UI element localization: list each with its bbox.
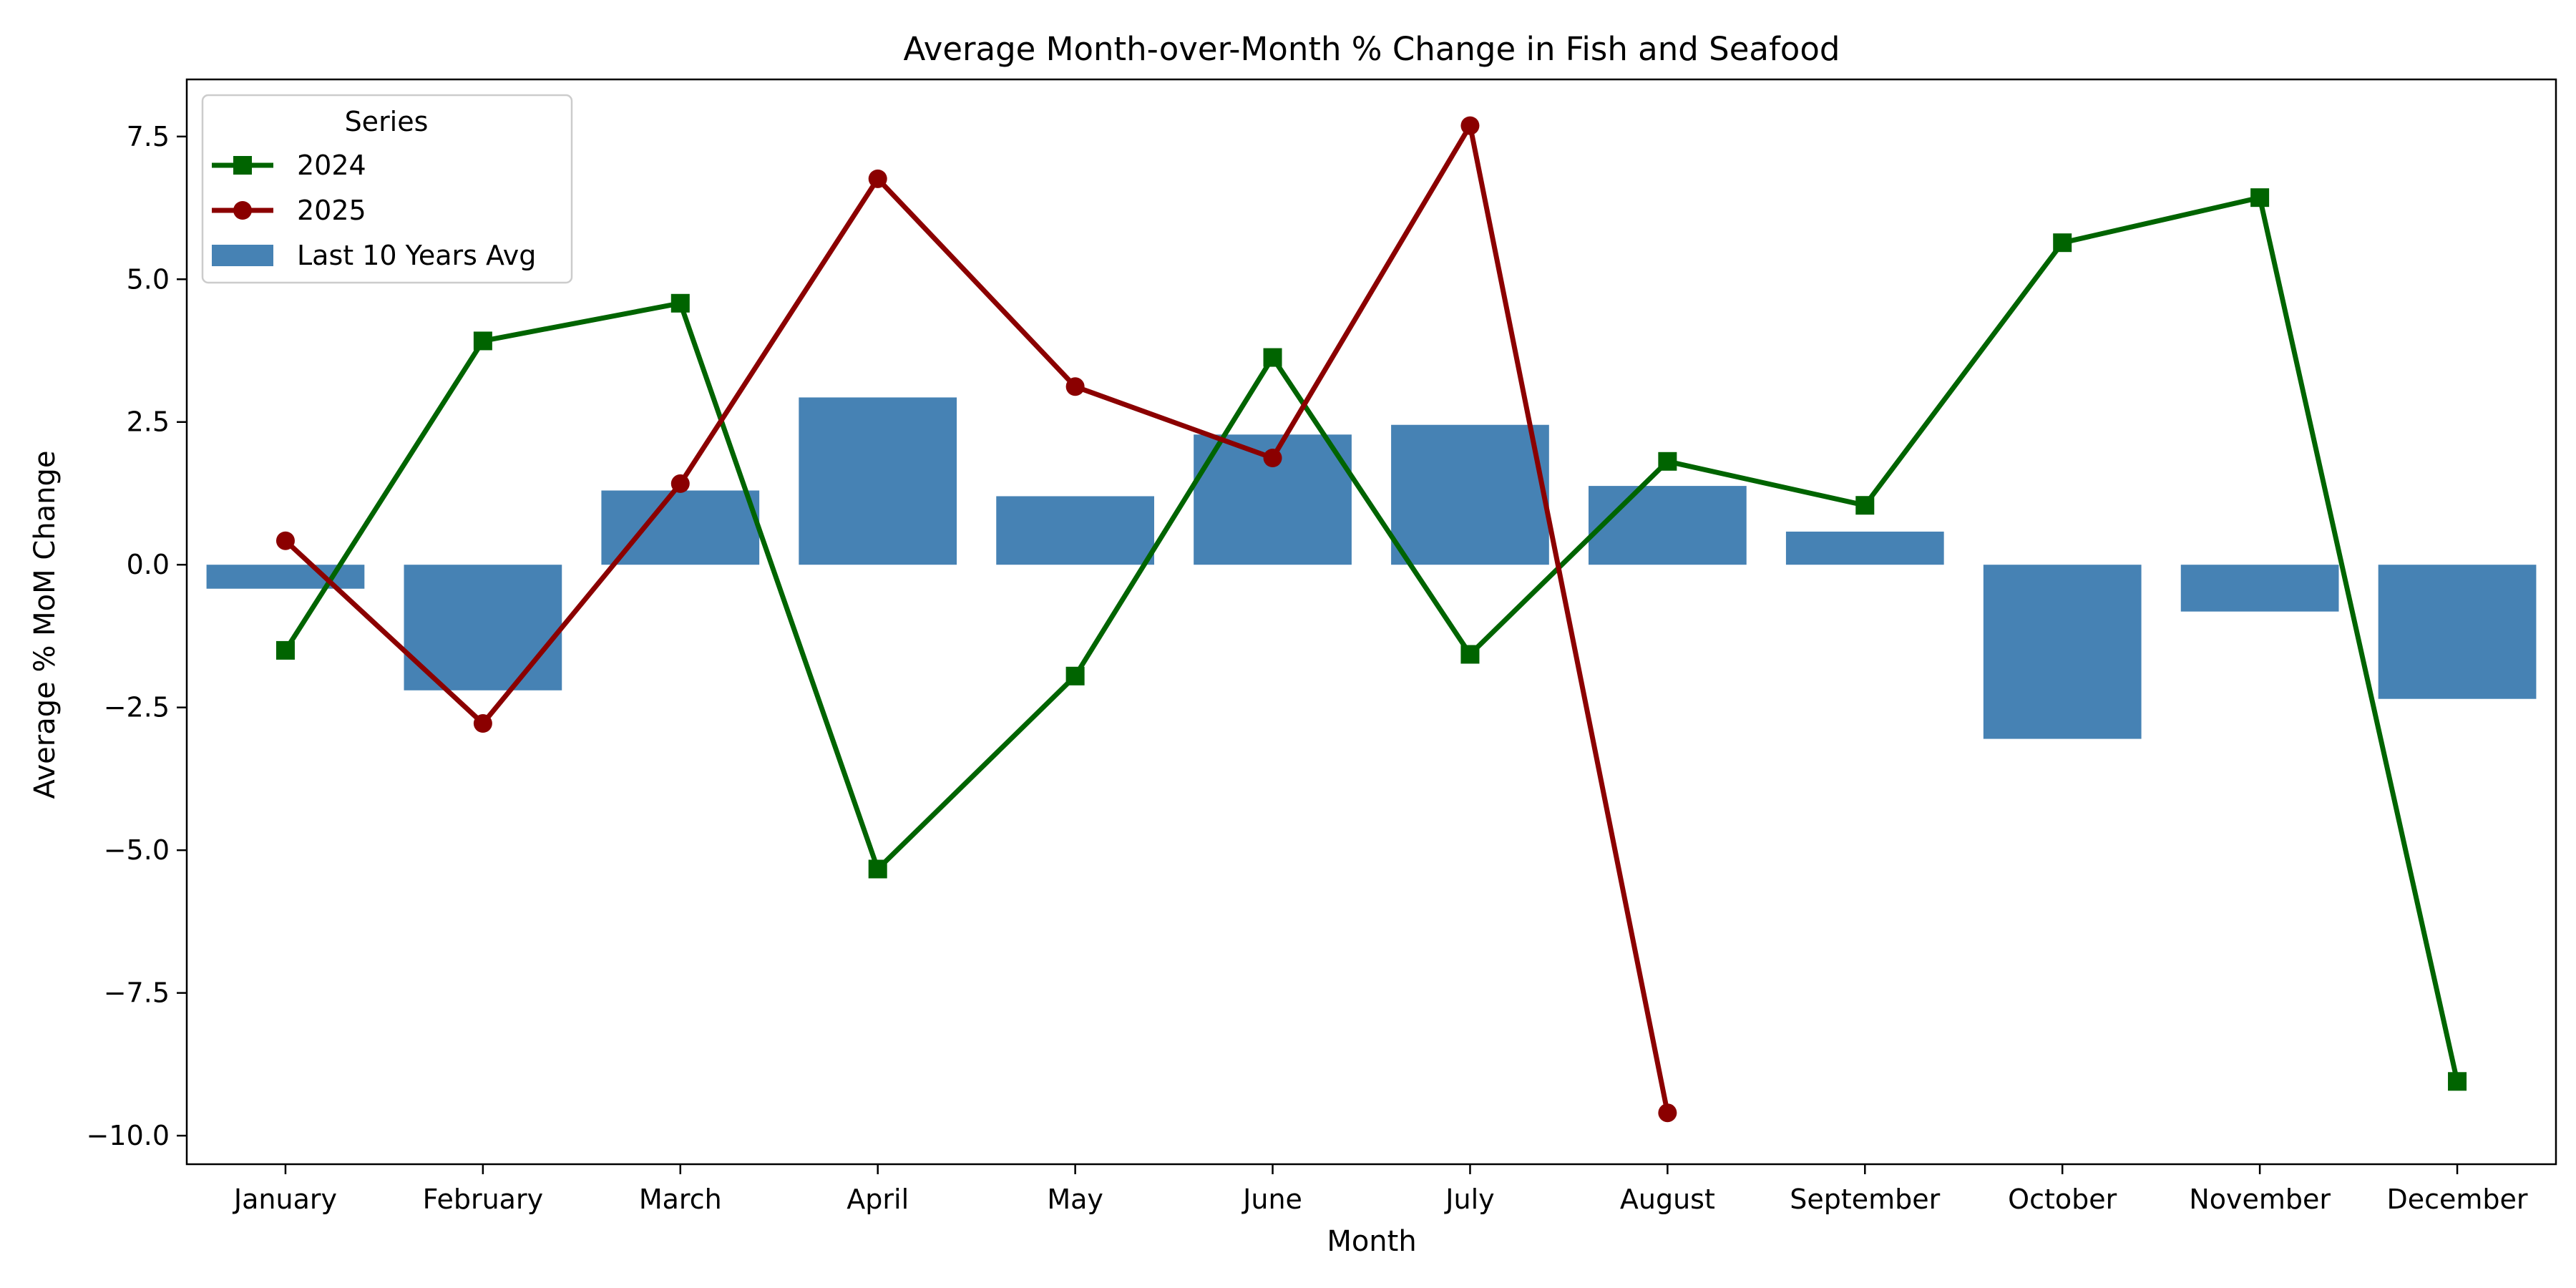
point-2025-january [275, 531, 295, 550]
y-tick-label: 7.5 [127, 121, 170, 152]
x-axis-label: Month [1327, 1225, 1416, 1258]
line-2024 [283, 195, 2460, 1083]
point-2025-june [1263, 449, 1282, 468]
bar-september [1785, 531, 1944, 565]
x-tick-label-may: May [1047, 1184, 1103, 1215]
point-2025-february [473, 714, 492, 733]
y-tick-label: 2.5 [127, 406, 170, 438]
legend-marker-2024 [233, 156, 252, 175]
y-tick-label: −5.0 [104, 834, 170, 866]
point-2024-february [473, 331, 492, 351]
point-2024-december [2448, 1072, 2467, 1091]
bar-december [2378, 565, 2537, 699]
x-tick-label-september: September [1790, 1184, 1940, 1215]
point-2024-july [1460, 645, 1480, 664]
y-axis-label: Average % MoM Change [29, 450, 62, 799]
x-tick-label-february: February [423, 1184, 543, 1215]
legend-label-2025: 2025 [297, 195, 366, 226]
x-tick-label-march: March [639, 1184, 722, 1215]
point-2024-march [670, 293, 690, 313]
legend-title: Series [345, 106, 429, 137]
x-tick-label-april: April [847, 1184, 909, 1215]
point-2024-april [868, 859, 887, 879]
point-2025-march [670, 474, 690, 493]
x-tick-label-august: August [1620, 1184, 1715, 1215]
legend-swatch-last-10-years-avg [212, 245, 273, 266]
axes: 7.5 5.0 2.5 0.0 −2.5 −5.0 −7.5 −10.0 January Febr… [87, 78, 2557, 1215]
bar-may [996, 496, 1154, 565]
y-tick-label: 5.0 [127, 263, 170, 295]
x-tick-label-january: January [233, 1184, 337, 1215]
line-2025 [283, 123, 1670, 1113]
bar-august [1589, 486, 1747, 565]
bar-march [601, 490, 760, 565]
y-tick-label: 0.0 [127, 549, 170, 580]
point-2025-august [1658, 1103, 1677, 1123]
legend: Series 2024 2025 Last 10 Years Avg [201, 94, 573, 284]
bar-october [1983, 565, 2142, 739]
y-tick-label: −2.5 [104, 692, 170, 723]
point-2024-september [1855, 496, 1875, 515]
point-2024-june [1263, 348, 1282, 367]
x-tick-label-october: October [2008, 1184, 2117, 1215]
point-2025-may [1065, 377, 1085, 396]
point-2024-may [1065, 666, 1085, 686]
bar-july [1391, 424, 1549, 565]
bar-april [799, 397, 957, 565]
legend-box [201, 94, 573, 284]
legend-label-2024: 2024 [297, 150, 366, 181]
plot-area [206, 116, 2537, 1123]
x-tick-label-november: November [2189, 1184, 2331, 1215]
point-2024-august [1658, 452, 1677, 471]
point-2024-january [275, 640, 295, 660]
legend-marker-2025 [233, 201, 252, 220]
x-tick-label-july: July [1444, 1184, 1494, 1215]
plot-frame [185, 78, 2557, 1166]
point-2024-october [2053, 233, 2072, 253]
y-tick-label: −7.5 [104, 977, 170, 1009]
chart-title: Average Month-over-Month % Change in Fis… [904, 30, 1840, 68]
y-tick-label: −10.0 [87, 1120, 170, 1151]
x-tick-label-december: December [2387, 1184, 2528, 1215]
x-tick-label-june: June [1241, 1184, 1302, 1215]
bar-february [404, 565, 562, 691]
point-2025-april [868, 169, 887, 188]
point-2024-november [2250, 188, 2270, 208]
point-2025-july [1460, 116, 1480, 135]
bar-november [2180, 565, 2339, 612]
legend-label-last-10-years-avg: Last 10 Years Avg [297, 240, 536, 271]
